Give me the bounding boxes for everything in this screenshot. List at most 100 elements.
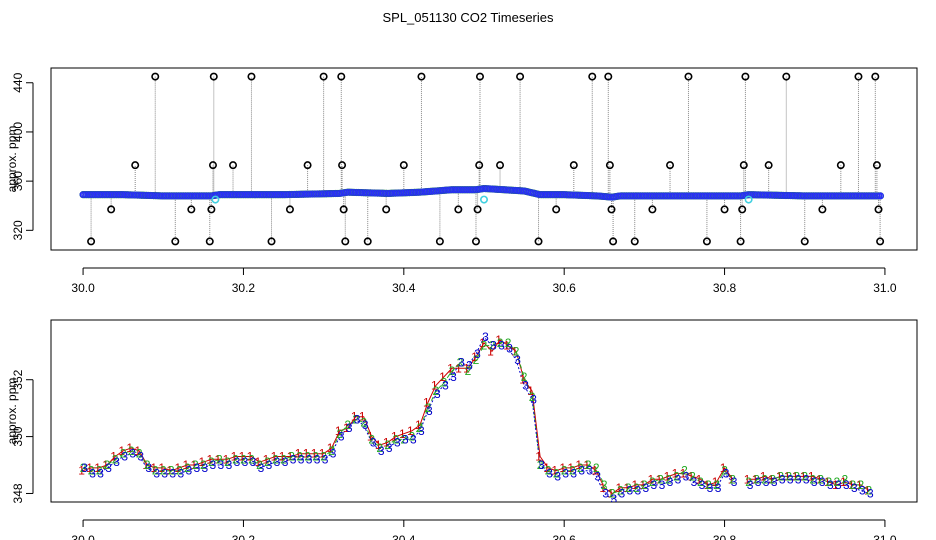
series-3-marker: 3 [226, 458, 233, 472]
series-1-marker: 1 [752, 472, 759, 486]
series-1-marker: 1 [166, 464, 173, 478]
series-1-marker: 1 [431, 378, 438, 392]
spike-point [337, 72, 346, 81]
series-1-marker: 1 [215, 452, 222, 466]
series-2-marker: 2 [489, 339, 496, 353]
series-2-marker: 2 [793, 469, 800, 483]
series-3-marker: 3 [514, 353, 521, 367]
spike-point [569, 161, 578, 170]
spike-point [666, 161, 675, 170]
series-3-marker: 3 [675, 472, 682, 486]
series-1-marker: 1 [359, 410, 366, 424]
series-2-marker: 2 [673, 469, 680, 483]
series-1-marker: 1 [375, 438, 382, 452]
spike-point [107, 205, 116, 214]
spike-point [209, 72, 218, 81]
series-2-marker: 2 [296, 450, 303, 464]
spike-point [303, 161, 312, 170]
series-2-marker: 2 [825, 475, 832, 489]
series-2-marker: 2 [561, 464, 568, 478]
series-1-marker: 1 [583, 458, 590, 472]
spike-point [874, 205, 883, 214]
series-1-marker: 1 [535, 450, 542, 464]
spike-point [187, 205, 196, 214]
series-1-marker: 1 [632, 478, 639, 492]
x-tick-label: 30.0 [71, 281, 95, 295]
series-1-marker: 1 [351, 410, 358, 424]
series-1-marker: 1 [495, 333, 502, 347]
series-1-marker: 1 [118, 444, 125, 458]
series-2-marker: 2 [761, 472, 768, 486]
series-3-marker: 3 [811, 475, 818, 489]
series-3-marker: 3 [354, 413, 361, 427]
series-2-marker: 2 [240, 452, 247, 466]
series-3-marker: 3 [137, 450, 144, 464]
y-axis-label: approx. ppm [5, 378, 19, 445]
spike-point [339, 205, 348, 214]
series-1-marker: 1 [255, 455, 262, 469]
series-2-marker: 2 [521, 370, 528, 384]
series-3-marker: 3 [691, 475, 698, 489]
top-plot-area [79, 72, 885, 246]
series-2-marker: 2 [505, 336, 512, 350]
series-1-marker: 1 [207, 452, 214, 466]
series-2-marker: 2 [224, 455, 231, 469]
series-3-marker: 3 [482, 330, 489, 344]
series-3-marker: 3 [202, 461, 209, 475]
series-3-marker: 3 [145, 461, 152, 475]
spike-point [475, 72, 484, 81]
series-1-marker: 1 [784, 469, 791, 483]
series-1-marker: 1 [335, 424, 342, 438]
series-2-marker: 2 [769, 472, 776, 486]
spike-point [475, 161, 484, 170]
series-1-marker: 1 [367, 430, 374, 444]
series-3-marker: 3 [129, 447, 136, 461]
series-2-line [82, 342, 870, 495]
series-3-marker: 3 [442, 378, 449, 392]
flag-point [479, 195, 488, 204]
series-3-marker: 3 [731, 475, 738, 489]
series-1-marker: 1 [383, 435, 390, 449]
y-tick-label: 348 [11, 483, 25, 503]
series-3-marker: 3 [177, 467, 184, 481]
series-1-marker: 1 [551, 464, 558, 478]
series-1-marker: 1 [696, 472, 703, 486]
series-2-marker: 2 [601, 478, 608, 492]
series-1-marker: 1 [182, 458, 189, 472]
series-3-marker: 3 [618, 486, 625, 500]
series-3-marker: 3 [707, 481, 714, 495]
x-tick-label: 30.6 [553, 533, 577, 540]
series-2-marker: 2 [417, 421, 424, 435]
series-1-marker: 1 [190, 458, 197, 472]
series-3-marker: 3 [434, 387, 441, 401]
series-1-marker: 1 [239, 450, 246, 464]
series-2-marker: 2 [649, 475, 656, 489]
series-1-marker: 1 [575, 458, 582, 472]
series-3-marker: 3 [659, 478, 666, 492]
spike-point [285, 205, 294, 214]
flag-point [211, 195, 220, 204]
series-1-marker: 1 [479, 336, 486, 350]
series-2-marker: 2 [473, 353, 480, 367]
series-3-marker: 3 [458, 356, 465, 370]
series-3-marker: 3 [578, 464, 585, 478]
series-3-marker: 3 [474, 347, 481, 361]
series-2-marker: 2 [264, 455, 271, 469]
series-1-marker: 1 [343, 421, 350, 435]
spike-point [454, 205, 463, 214]
series-2-marker: 2 [449, 364, 456, 378]
series-2-marker: 2 [833, 475, 840, 489]
series-2-marker: 2 [128, 444, 135, 458]
spike-point [588, 72, 597, 81]
series-2-marker: 2 [232, 452, 239, 466]
y-tick-label: 360 [11, 171, 25, 191]
series-3-marker: 3 [113, 455, 120, 469]
series-3-marker: 3 [370, 435, 377, 449]
series-3-marker: 3 [651, 478, 658, 492]
series-2-marker: 2 [208, 455, 215, 469]
series-2-marker: 2 [697, 475, 704, 489]
series-3-marker: 3 [851, 481, 858, 495]
series-1-marker: 1 [271, 450, 278, 464]
spike-point [363, 237, 372, 246]
